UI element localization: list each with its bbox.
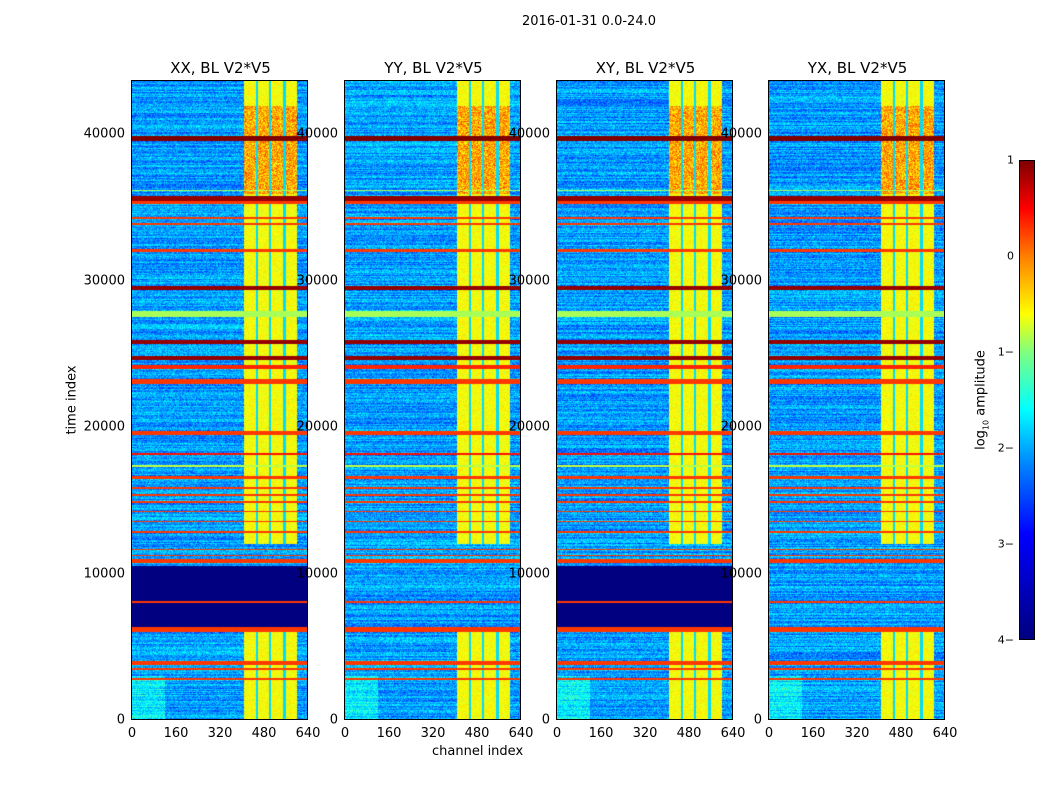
y-tick-label: 10000 [508, 566, 550, 581]
x-tick-label: 640 [508, 726, 534, 741]
y-tick-label: 40000 [83, 126, 125, 142]
x-tick-label: 0 [340, 726, 350, 741]
y-tick-label: 30000 [296, 273, 338, 288]
x-tick-label: 640 [720, 726, 746, 741]
x-tick-label: 0 [764, 726, 774, 741]
x-tick-label: 0 [127, 726, 137, 741]
heatmap-image [557, 81, 732, 719]
x-tick-label: 480 [464, 726, 490, 741]
y-tick-label: 10000 [296, 566, 338, 581]
colorbar-tick-label: −1 [997, 345, 1014, 359]
panel-title: XX, BL V2*V5 [170, 59, 271, 77]
colorbar-tick-label: 1 [1007, 153, 1014, 167]
panel-title: YY, BL V2*V5 [384, 59, 483, 77]
y-tick-label: 40000 [296, 126, 338, 142]
y-tick-label: 0 [116, 712, 125, 728]
x-tick-label: 480 [676, 726, 702, 741]
x-tick-label: 320 [844, 726, 870, 741]
y-tick-label: 20000 [508, 419, 550, 435]
x-tick-label: 0 [552, 726, 562, 741]
y-tick-label: 10000 [720, 566, 762, 581]
panel-title: XY, BL V2*V5 [595, 59, 696, 77]
y-tick-label: 30000 [720, 273, 762, 288]
x-tick-label: 320 [207, 726, 233, 741]
x-tick-label: 320 [632, 726, 658, 741]
y-tick-label: 10000 [83, 566, 125, 581]
y-tick-label: 40000 [720, 126, 762, 142]
x-tick-label: 480 [251, 726, 277, 741]
y-axis-label: time index [64, 365, 80, 435]
colorbar-tick-label: −3 [997, 537, 1014, 551]
heatmap-image [132, 81, 307, 719]
y-tick-label: 20000 [296, 419, 338, 435]
colorbar-tick-label: −4 [997, 633, 1014, 647]
figure-title: 2016-01-31 0.0-24.0 [522, 14, 656, 29]
y-tick-label: 20000 [720, 419, 762, 435]
heatmap-panel: XX, BL V2*V5 0 160 320 480 640 0 10000 20000 3000… [84, 59, 321, 741]
heatmap-panel: YX, BL V2*V5 0 160 320 480 640 0 10000 20000 3000… [721, 59, 958, 741]
panel-title: YX, BL V2*V5 [807, 59, 908, 77]
colorbar [1019, 160, 1035, 640]
x-tick-label: 160 [376, 726, 402, 741]
y-tick-label: 0 [753, 712, 762, 728]
x-tick-label: 160 [588, 726, 614, 741]
x-tick-label: 160 [163, 726, 189, 741]
colorbar-tick-label: −2 [997, 441, 1014, 455]
heatmap-panel: XY, BL V2*V5 0 160 320 480 640 0 10000 20000 3000… [509, 59, 746, 741]
y-tick-label: 30000 [83, 273, 125, 288]
x-tick-label: 480 [888, 726, 914, 741]
colorbar-label-main: log [973, 430, 989, 450]
heatmap-image [769, 81, 944, 719]
y-tick-label: 40000 [508, 126, 550, 142]
heatmap-panel: YY, BL V2*V5 0 160 320 480 640 0 10000 20000 3000… [297, 59, 534, 741]
y-tick-label: 30000 [508, 273, 550, 288]
colorbar-label: log10 amplitude [974, 350, 991, 450]
colorbar-tick-label: 0 [1007, 249, 1014, 263]
x-axis-label: channel index [432, 744, 524, 759]
heatmap-image [345, 81, 520, 719]
y-tick-label: 20000 [83, 419, 125, 435]
x-tick-label: 320 [420, 726, 446, 741]
x-tick-label: 160 [800, 726, 826, 741]
x-tick-label: 640 [295, 726, 321, 741]
y-tick-label: 0 [329, 712, 338, 728]
colorbar-label-sub: 10 [981, 419, 991, 431]
colorbar-label-rest: amplitude [973, 350, 989, 420]
y-tick-label: 0 [541, 712, 550, 728]
x-tick-label: 640 [932, 726, 958, 741]
